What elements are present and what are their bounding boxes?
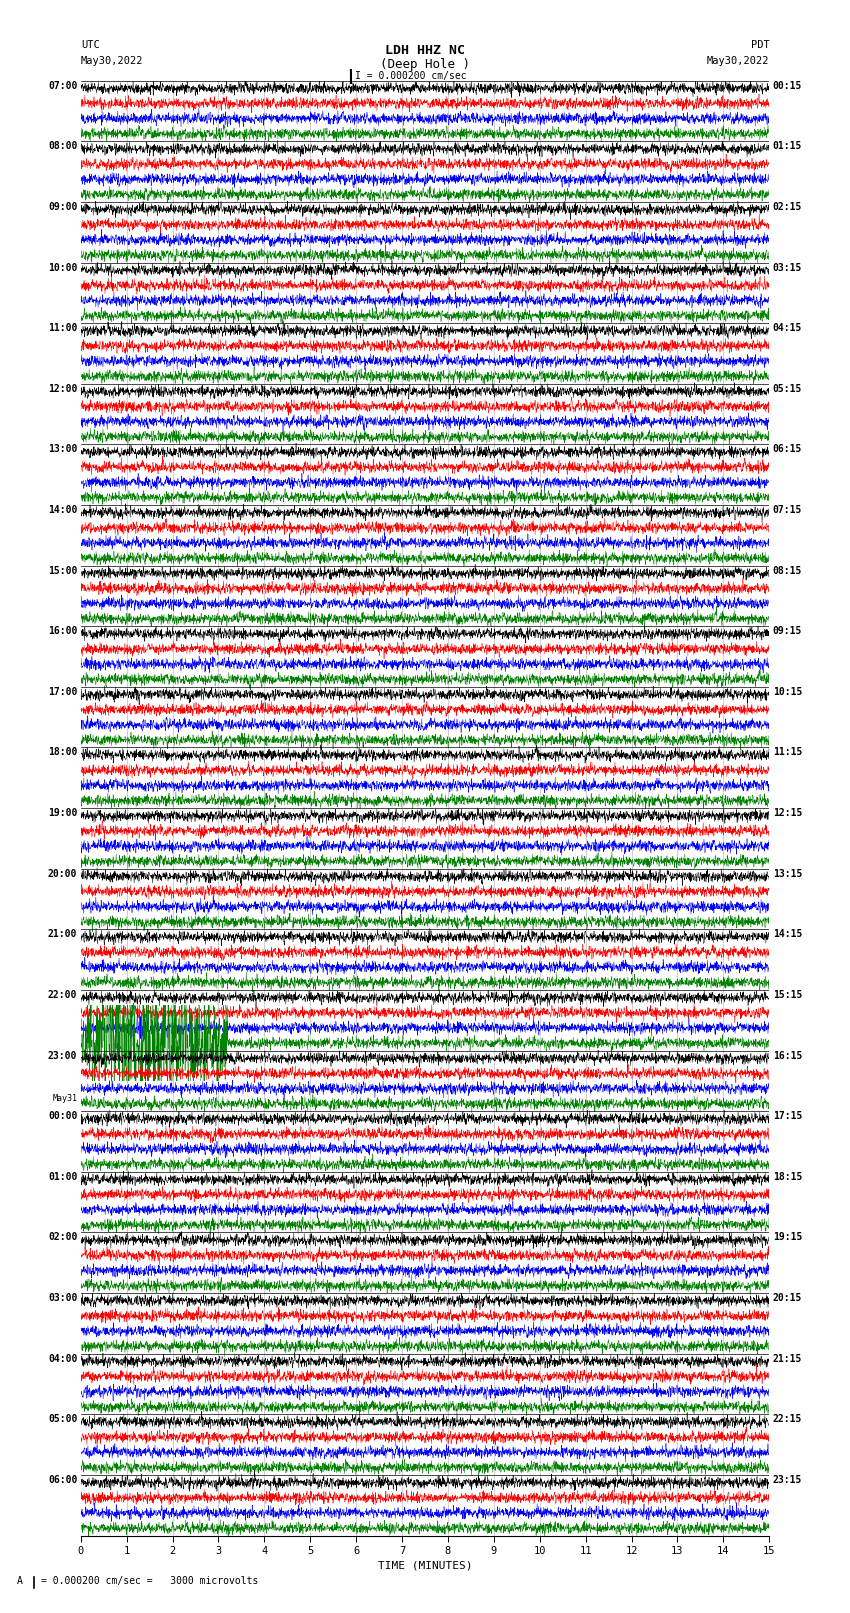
- Text: 08:00: 08:00: [48, 142, 77, 152]
- Text: 12:15: 12:15: [773, 808, 802, 818]
- Text: 06:15: 06:15: [773, 445, 802, 455]
- Text: 08:15: 08:15: [773, 566, 802, 576]
- Text: 09:15: 09:15: [773, 626, 802, 636]
- Text: = 0.000200 cm/sec =   3000 microvolts: = 0.000200 cm/sec = 3000 microvolts: [41, 1576, 258, 1586]
- Text: 03:15: 03:15: [773, 263, 802, 273]
- Text: I = 0.000200 cm/sec: I = 0.000200 cm/sec: [355, 71, 467, 81]
- Text: 17:00: 17:00: [48, 687, 77, 697]
- Text: 04:00: 04:00: [48, 1353, 77, 1363]
- Text: 23:00: 23:00: [48, 1050, 77, 1061]
- Text: 13:00: 13:00: [48, 445, 77, 455]
- Text: A: A: [17, 1576, 23, 1586]
- Text: 07:15: 07:15: [773, 505, 802, 515]
- Text: 17:15: 17:15: [773, 1111, 802, 1121]
- Text: 04:15: 04:15: [773, 323, 802, 334]
- Text: 11:00: 11:00: [48, 323, 77, 334]
- Text: 14:15: 14:15: [773, 929, 802, 939]
- Text: 02:15: 02:15: [773, 202, 802, 211]
- Text: 02:00: 02:00: [48, 1232, 77, 1242]
- Text: 03:00: 03:00: [48, 1294, 77, 1303]
- Text: 06:00: 06:00: [48, 1474, 77, 1486]
- Text: 07:00: 07:00: [48, 81, 77, 90]
- Text: 05:00: 05:00: [48, 1415, 77, 1424]
- Text: 10:00: 10:00: [48, 263, 77, 273]
- Text: May31: May31: [53, 1094, 77, 1103]
- Text: 10:15: 10:15: [773, 687, 802, 697]
- Text: 15:15: 15:15: [773, 990, 802, 1000]
- Text: (Deep Hole ): (Deep Hole ): [380, 58, 470, 71]
- Text: 01:15: 01:15: [773, 142, 802, 152]
- Text: 16:00: 16:00: [48, 626, 77, 636]
- Text: 19:15: 19:15: [773, 1232, 802, 1242]
- Text: 00:15: 00:15: [773, 81, 802, 90]
- Text: May30,2022: May30,2022: [706, 56, 769, 66]
- Text: 12:00: 12:00: [48, 384, 77, 394]
- Text: 23:15: 23:15: [773, 1474, 802, 1486]
- Text: 05:15: 05:15: [773, 384, 802, 394]
- X-axis label: TIME (MINUTES): TIME (MINUTES): [377, 1560, 473, 1569]
- Text: 09:00: 09:00: [48, 202, 77, 211]
- Text: May30,2022: May30,2022: [81, 56, 144, 66]
- Text: 00:00: 00:00: [48, 1111, 77, 1121]
- Text: UTC: UTC: [81, 40, 99, 50]
- Text: 13:15: 13:15: [773, 869, 802, 879]
- Text: 11:15: 11:15: [773, 747, 802, 758]
- Text: 15:00: 15:00: [48, 566, 77, 576]
- Text: 22:00: 22:00: [48, 990, 77, 1000]
- Text: 20:15: 20:15: [773, 1294, 802, 1303]
- Text: 01:00: 01:00: [48, 1171, 77, 1182]
- Text: 18:15: 18:15: [773, 1171, 802, 1182]
- Text: 20:00: 20:00: [48, 869, 77, 879]
- Text: 14:00: 14:00: [48, 505, 77, 515]
- Text: PDT: PDT: [751, 40, 769, 50]
- Text: 21:00: 21:00: [48, 929, 77, 939]
- Text: 21:15: 21:15: [773, 1353, 802, 1363]
- Text: 22:15: 22:15: [773, 1415, 802, 1424]
- Text: 19:00: 19:00: [48, 808, 77, 818]
- Text: LDH HHZ NC: LDH HHZ NC: [385, 44, 465, 56]
- Text: 16:15: 16:15: [773, 1050, 802, 1061]
- Text: 18:00: 18:00: [48, 747, 77, 758]
